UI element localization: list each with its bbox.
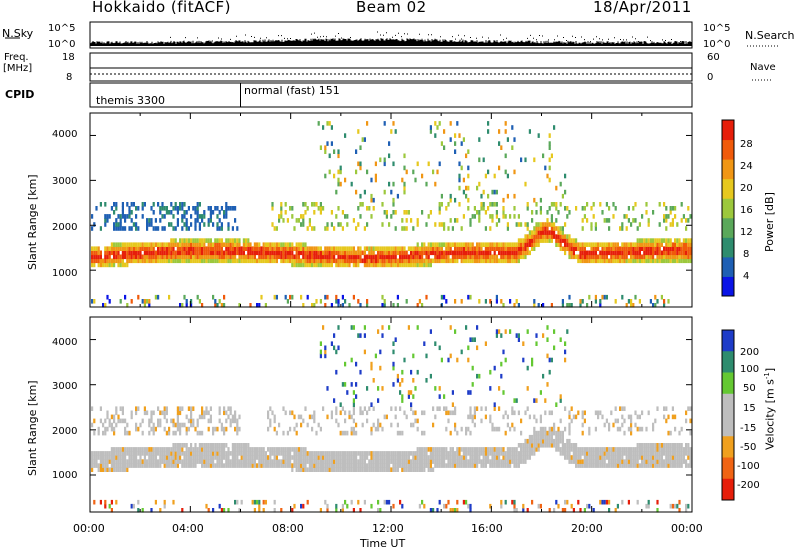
power-colorbar-segment-6 <box>722 159 734 180</box>
cpid-panel-frame <box>89 82 693 108</box>
freq-left-tick-top: 18 <box>62 52 75 63</box>
xtick-2400: 00:00 <box>671 522 703 535</box>
vel-cbar-tick-50: 50 <box>743 383 756 394</box>
xtick-2000: 20:00 <box>571 522 603 535</box>
power-colorbar-segment-0 <box>722 276 734 297</box>
noise-right-tick-top: 10^5 <box>703 23 731 34</box>
power-ytick-4000: 4000 <box>52 129 78 140</box>
vel-cbar-tick-neg200: -200 <box>737 480 760 491</box>
power-colorbar-segment-1 <box>722 256 734 277</box>
power-cbar-tick-16: 16 <box>740 205 753 216</box>
date-title: 18/Apr/2011 <box>593 0 692 16</box>
power-cbar-tick-20: 20 <box>740 183 753 194</box>
freq-right-tick-bottom: 0 <box>707 72 714 83</box>
power-ytick-1000: 1000 <box>52 268 78 279</box>
beam-title: Beam 02 <box>356 0 427 16</box>
noise-left-tick-top: 10^5 <box>48 23 76 34</box>
power-colorbar-segment-4 <box>722 198 734 219</box>
power-colorbar-label: Power [dB] <box>763 192 776 252</box>
station-title: Hokkaido (fitACF) <box>92 0 232 16</box>
velocity-heatmap-cells <box>91 325 692 513</box>
power-colorbar-segment-3 <box>722 217 734 238</box>
vel-cbar-tick-neg100: -100 <box>737 461 760 472</box>
power-cbar-tick-28: 28 <box>740 139 753 150</box>
velocity-colorbar-segment-7 <box>722 478 734 501</box>
power-cbar-tick-4: 4 <box>743 271 750 282</box>
cpid-label: CPID <box>5 88 35 101</box>
power-ytick-2000: 2000 <box>52 222 78 233</box>
power-colorbar-frame <box>721 119 735 297</box>
noise-sky-trace <box>89 38 692 46</box>
velocity-colorbar-segment-5 <box>722 436 734 458</box>
power-ylabel: Slant Range [km] <box>26 174 39 270</box>
freq-panel-frame <box>89 52 693 82</box>
xtick-0000: 00:00 <box>73 522 105 535</box>
vel-cbar-tick-15: 15 <box>743 403 756 414</box>
xtick-0400: 04:00 <box>172 522 204 535</box>
velocity-colorbar-segment-6 <box>722 457 734 480</box>
freq-unit-label: [MHz] <box>3 63 33 74</box>
power-colorbar-segment-7 <box>722 139 734 160</box>
vel-ytick-3000: 3000 <box>52 381 78 392</box>
power-cbar-tick-12: 12 <box>740 227 753 238</box>
vel-cbar-tick-neg15: -15 <box>740 423 757 434</box>
cpid-mode-normal: normal (fast) 151 <box>244 84 340 97</box>
velocity-colorbar-segment-0 <box>722 330 734 352</box>
vel-cbar-tick-100: 100 <box>740 364 760 375</box>
power-ytick-3000: 3000 <box>52 176 78 187</box>
power-heatmap-cells <box>91 121 692 308</box>
freq-left-tick-bottom: 8 <box>66 72 73 83</box>
power-colorbar-segment-8 <box>722 120 734 141</box>
vel-ytick-4000: 4000 <box>52 337 78 348</box>
power-cbar-tick-8: 8 <box>743 249 750 260</box>
freq-label: Freq. <box>4 52 29 63</box>
velocity-colorbar-segment-1 <box>722 351 734 373</box>
xtick-1600: 16:00 <box>471 522 503 535</box>
vel-cbar-tick-neg50: -50 <box>740 442 757 453</box>
noise-left-tick-bottom: 10^0 <box>48 39 76 50</box>
freq-right-tick-top: 60 <box>707 52 720 63</box>
vel-ylabel: Slant Range [km] <box>26 380 39 476</box>
noise-panel-frame <box>89 21 693 49</box>
power-colorbar-segment-2 <box>722 237 734 258</box>
vel-cbar-tick-200: 200 <box>740 347 760 358</box>
velocity-colorbar-segment-4 <box>722 415 734 437</box>
vel-ytick-2000: 2000 <box>52 426 78 437</box>
vel-colorbar-label: Velocity [m s-1] <box>763 367 777 450</box>
noise-right-tick-bottom: 10^0 <box>703 39 731 50</box>
power-cbar-tick-24: 24 <box>740 161 753 172</box>
velocity-colorbar-segment-2 <box>722 372 734 395</box>
noise-sky-label: N.Sky <box>2 27 34 40</box>
xtick-1200: 12:00 <box>372 522 404 535</box>
velocity-colorbar-segment-3 <box>722 393 734 416</box>
x-axis-label: Time UT <box>360 537 406 550</box>
noise-search-label: N.Search <box>745 29 795 42</box>
vel-ytick-1000: 1000 <box>52 470 78 481</box>
xtick-0800: 08:00 <box>272 522 304 535</box>
noise-search-trace <box>170 31 681 43</box>
velocity-colorbar-frame <box>721 329 735 501</box>
power-colorbar-segment-5 <box>722 178 734 199</box>
cpid-mode-themis: themis 3300 <box>96 94 166 107</box>
nave-label: Nave <box>750 62 776 73</box>
